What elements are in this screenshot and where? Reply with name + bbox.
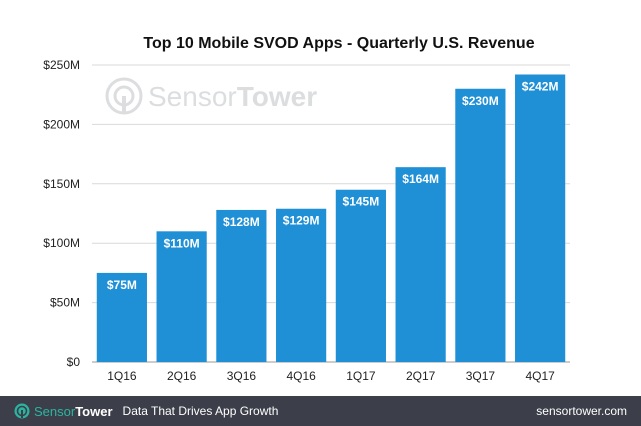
watermark-text: SensorTower xyxy=(148,81,317,112)
x-tick-label: 4Q17 xyxy=(525,369,555,383)
data-label: $230M xyxy=(462,94,499,108)
bar-chart: Top 10 Mobile SVOD Apps - Quarterly U.S.… xyxy=(43,35,570,383)
data-label: $145M xyxy=(343,195,380,209)
bar-3Q17 xyxy=(455,88,506,362)
bar-2Q16 xyxy=(156,231,207,362)
data-label: $75M xyxy=(107,278,137,292)
footer-tagline: Data That Drives App Growth xyxy=(122,404,279,418)
y-tick-label: $200M xyxy=(43,117,80,131)
x-tick-label: 2Q16 xyxy=(167,369,197,383)
data-label: $242M xyxy=(522,80,559,94)
x-tick-label: 3Q16 xyxy=(227,369,257,383)
data-label: $164M xyxy=(402,172,439,186)
data-label: $129M xyxy=(283,214,320,228)
chart-title: Top 10 Mobile SVOD Apps - Quarterly U.S.… xyxy=(143,35,534,52)
bar-1Q17 xyxy=(335,189,386,362)
footer-bar: Sensor Tower Data That Drives App Growth… xyxy=(0,396,641,426)
bar-4Q16 xyxy=(276,208,327,362)
watermark-logo-stem xyxy=(122,96,126,114)
bar-3Q16 xyxy=(216,209,267,362)
bar-4Q17 xyxy=(515,74,566,362)
y-tick-label: $50M xyxy=(50,296,80,310)
x-tick-label: 1Q16 xyxy=(107,369,137,383)
watermark-logo-icon xyxy=(105,77,143,115)
footer-brand-tower: Tower xyxy=(75,403,113,419)
data-label: $110M xyxy=(164,236,200,250)
bar-2Q17 xyxy=(395,167,446,362)
x-tick-label: 1Q17 xyxy=(346,369,376,383)
data-label: $128M xyxy=(223,215,260,229)
x-tick-label: 2Q17 xyxy=(406,369,436,383)
watermark-logo-inner-icon xyxy=(113,85,135,107)
y-tick-label: $100M xyxy=(43,236,80,250)
watermark: SensorTower xyxy=(105,77,317,115)
footer-brand-sensor: Sensor xyxy=(34,403,76,419)
y-tick-label: $0 xyxy=(67,355,81,369)
x-tick-label: 3Q17 xyxy=(466,369,496,383)
x-tick-label: 4Q16 xyxy=(286,369,316,383)
sensortower-logo-icon xyxy=(14,403,30,419)
y-tick-label: $150M xyxy=(43,177,80,191)
y-tick-label: $250M xyxy=(43,58,80,72)
footer-url[interactable]: sensortower.com xyxy=(536,404,627,418)
bar-1Q16 xyxy=(96,272,147,362)
